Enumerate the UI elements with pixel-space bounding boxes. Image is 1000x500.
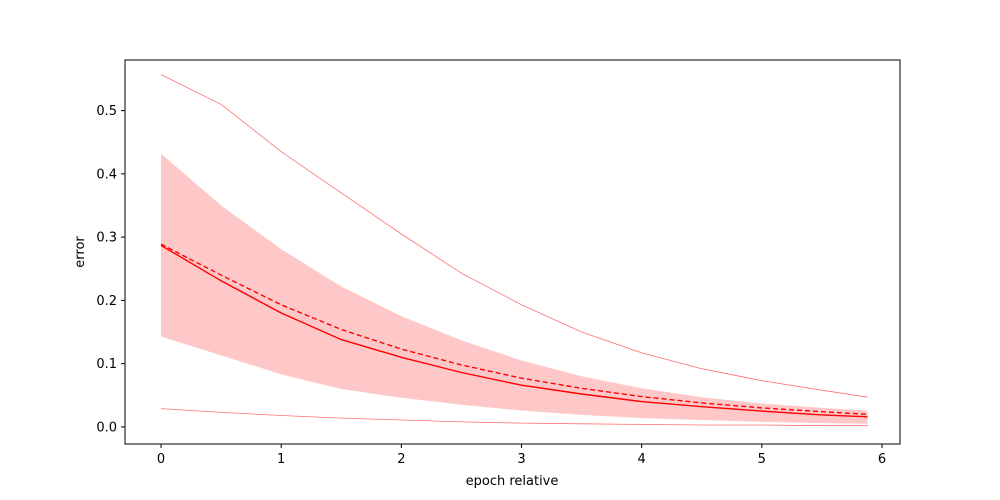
x-axis-label: epoch relative bbox=[466, 474, 559, 489]
y-tick-label: 0.0 bbox=[96, 420, 117, 435]
plot-area bbox=[160, 74, 868, 427]
x-tick-label: 1 bbox=[277, 452, 285, 467]
y-tick-label: 0.5 bbox=[96, 104, 117, 119]
axes-frame bbox=[124, 59, 901, 445]
y-axis: 0.0 0.1 0.2 0.3 0.4 0.5 bbox=[96, 104, 125, 435]
x-tick-label: 6 bbox=[878, 452, 886, 467]
x-tick-label: 2 bbox=[397, 452, 405, 467]
x-tick-label: 5 bbox=[758, 452, 766, 467]
median-solid-line bbox=[160, 244, 868, 418]
mean-dashed-line bbox=[160, 243, 868, 415]
outer-upper-line bbox=[160, 74, 868, 398]
y-tick-label: 0.2 bbox=[96, 294, 117, 309]
x-axis: 0 1 2 3 4 5 6 bbox=[157, 444, 886, 467]
x-tick-label: 4 bbox=[638, 452, 646, 467]
y-tick-label: 0.4 bbox=[96, 167, 117, 182]
y-tick-label: 0.1 bbox=[96, 357, 117, 372]
y-axis-label: error bbox=[73, 236, 88, 268]
confidence-band bbox=[161, 153, 868, 424]
x-tick-label: 0 bbox=[157, 452, 165, 467]
x-tick-label: 3 bbox=[517, 452, 525, 467]
outer-lower-line bbox=[160, 408, 868, 427]
y-tick-label: 0.3 bbox=[96, 231, 117, 246]
